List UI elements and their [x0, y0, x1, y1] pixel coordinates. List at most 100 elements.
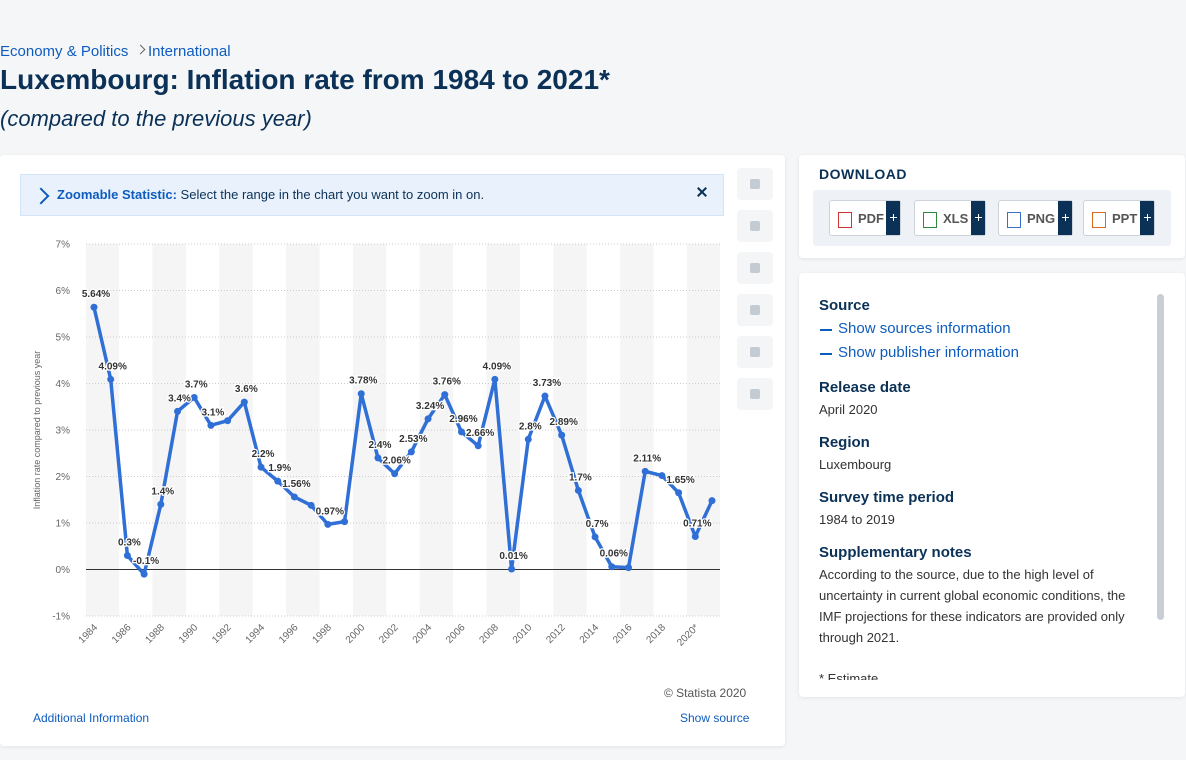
favorite-button[interactable] — [737, 168, 773, 200]
x-tick-label: 2000 — [344, 622, 368, 646]
y-tick-label: 7% — [56, 240, 71, 251]
publisher-link[interactable]: Show publisher information — [838, 344, 1019, 361]
point — [608, 563, 616, 571]
x-tick-label: 2020* — [675, 622, 701, 648]
point — [207, 421, 215, 429]
point — [508, 565, 516, 573]
point — [641, 467, 649, 475]
data-label: 3.4% — [168, 393, 191, 404]
point — [190, 393, 198, 401]
data-label: 2.06% — [382, 456, 410, 467]
data-label: 2.4% — [369, 440, 392, 451]
point — [157, 500, 165, 508]
point — [357, 390, 365, 398]
point — [541, 392, 549, 400]
breadcrumb-link[interactable]: International — [148, 43, 231, 60]
point — [457, 428, 465, 436]
data-label: 1.56% — [282, 479, 310, 490]
y-tick-label: 0% — [56, 565, 71, 576]
x-tick-label: 2010 — [511, 622, 535, 646]
data-label: 0.7% — [586, 519, 609, 530]
point — [224, 417, 232, 425]
point — [374, 454, 382, 462]
point — [240, 398, 248, 406]
x-tick-label: 1984 — [77, 622, 101, 646]
point — [123, 552, 131, 560]
additional-info-link[interactable]: Additional Information — [33, 711, 150, 725]
show-source-link[interactable]: Show source — [680, 711, 750, 725]
detail-text: April 2020 — [819, 402, 878, 417]
band — [620, 244, 654, 616]
button-label: PNG — [1027, 211, 1056, 226]
cite-button[interactable] — [737, 336, 773, 368]
data-label: 2.53% — [399, 434, 427, 445]
point — [658, 472, 666, 480]
point — [90, 303, 98, 311]
data-label: 5.64% — [82, 289, 110, 300]
data-label: 0.97% — [316, 506, 344, 517]
x-tick-label: 2014 — [578, 622, 602, 646]
x-tick-label: 1986 — [110, 622, 134, 646]
x-tick-label: 1994 — [244, 622, 268, 646]
y-tick-label: 1% — [56, 519, 71, 530]
button-label: PPT — [1112, 211, 1138, 226]
download-button[interactable]: PPT — [1083, 200, 1155, 236]
data-label: 0.3% — [118, 538, 141, 549]
point — [624, 564, 632, 572]
point — [675, 489, 683, 497]
data-label: 3.24% — [416, 401, 444, 412]
detail-text: According to the source, due to the high… — [819, 567, 1126, 645]
download-button[interactable]: PNG — [998, 200, 1073, 236]
settings-button[interactable] — [737, 252, 773, 284]
data-label: 1.7% — [569, 472, 592, 483]
share-button[interactable] — [737, 294, 773, 326]
data-label: 0.71% — [683, 518, 711, 529]
x-tick-label: 2008 — [477, 622, 501, 646]
x-tick-label: 2006 — [444, 622, 468, 646]
x-tick-label: 1990 — [177, 622, 201, 646]
x-tick-label: 2012 — [544, 622, 568, 646]
detail-heading: Supplementary notes — [819, 544, 972, 561]
point — [391, 470, 399, 478]
breadcrumb-link[interactable]: Economy & Politics — [0, 43, 129, 60]
data-label: -0.1% — [133, 556, 159, 567]
download-button[interactable]: XLS — [914, 200, 986, 236]
data-label: 3.76% — [433, 377, 461, 388]
footnote-clip: * Estimate — [819, 666, 1149, 680]
details-card — [799, 273, 1185, 697]
alert-button[interactable] — [737, 210, 773, 242]
scrollbar — [1157, 294, 1164, 620]
point — [274, 477, 282, 485]
y-tick-label: 4% — [56, 379, 71, 390]
point — [558, 431, 566, 439]
print-button[interactable] — [737, 378, 773, 410]
data-label: 3.1% — [202, 407, 225, 418]
download-button[interactable]: PDF — [829, 200, 901, 236]
y-axis-title: Inflation rate compared to previous year — [32, 351, 42, 510]
y-tick-label: -1% — [52, 612, 70, 623]
data-label: 4.09% — [99, 361, 127, 372]
x-tick-label: 1996 — [277, 622, 301, 646]
button-label: PDF — [858, 211, 884, 226]
data-label: 1.9% — [268, 463, 291, 474]
detail-text: 1984 to 2019 — [819, 512, 895, 527]
x-tick-label: 1992 — [210, 622, 234, 646]
data-label: 0.01% — [499, 551, 527, 562]
data-label: 2.89% — [549, 417, 577, 428]
band — [419, 244, 454, 616]
point — [257, 463, 265, 471]
source-link[interactable]: Show sources information — [838, 320, 1011, 337]
zoom-label: Zoomable Statistic: — [57, 187, 177, 202]
point — [324, 520, 332, 528]
point — [290, 493, 298, 501]
point — [524, 435, 532, 443]
arrow-icon — [820, 329, 832, 331]
subtitle: (compared to the previous year) — [0, 106, 312, 131]
footnote: * Estimate — [819, 671, 879, 680]
point — [341, 518, 349, 526]
arrow-icon — [820, 353, 832, 355]
chevron — [135, 44, 146, 55]
data-label: 3.73% — [533, 378, 561, 389]
point — [441, 391, 449, 399]
data-label: 3.6% — [235, 384, 258, 395]
